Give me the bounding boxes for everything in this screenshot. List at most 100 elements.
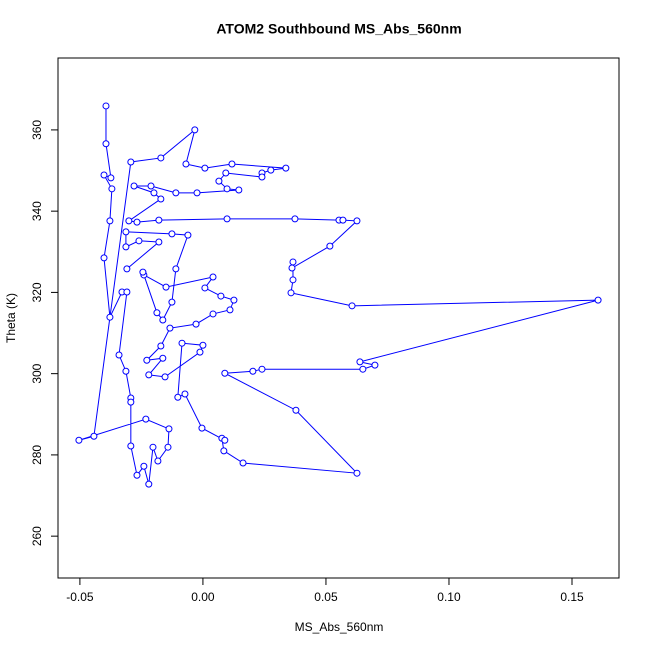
- y-tick-label: 260: [30, 526, 44, 546]
- data-point: [162, 283, 170, 291]
- data-point: [223, 185, 231, 193]
- data-point: [168, 298, 176, 306]
- data-point: [108, 185, 116, 193]
- data-point: [166, 324, 174, 332]
- data-point: [90, 432, 98, 440]
- data-point: [348, 302, 356, 310]
- data-point: [258, 365, 266, 373]
- x-tick-label: 0.00: [191, 590, 215, 604]
- data-point: [230, 296, 238, 304]
- data-point: [199, 341, 207, 349]
- data-point: [222, 169, 230, 177]
- data-point: [102, 102, 110, 110]
- x-tick-label: 0.15: [560, 590, 584, 604]
- data-point: [127, 442, 135, 450]
- y-tick-label: 280: [30, 445, 44, 465]
- data-point: [172, 189, 180, 197]
- chart-title: ATOM2 Southbound MS_Abs_560nm: [216, 21, 461, 37]
- y-tick-label: 300: [30, 363, 44, 383]
- data-point: [125, 217, 133, 225]
- data-point: [145, 480, 153, 488]
- y-tick-label: 320: [30, 282, 44, 302]
- data-point: [291, 215, 299, 223]
- data-point: [182, 160, 190, 168]
- data-point: [127, 398, 135, 406]
- data-point: [353, 217, 361, 225]
- data-point: [359, 365, 367, 373]
- x-tick-label: 0.05: [314, 590, 338, 604]
- data-point: [100, 254, 108, 262]
- data-point: [159, 316, 167, 324]
- data-point: [198, 424, 206, 432]
- data-point: [164, 443, 172, 451]
- data-point: [215, 177, 223, 185]
- data-point: [157, 195, 165, 203]
- data-point: [192, 320, 200, 328]
- data-point: [249, 367, 257, 375]
- data-point: [178, 339, 186, 347]
- data-point: [339, 216, 347, 224]
- data-point: [139, 268, 147, 276]
- data-point: [287, 289, 295, 297]
- data-point: [282, 164, 290, 172]
- data-point: [292, 406, 300, 414]
- data-point: [102, 140, 110, 148]
- data-point: [239, 459, 247, 467]
- y-tick-label: 340: [30, 201, 44, 221]
- data-point: [289, 276, 297, 284]
- data-point: [106, 313, 114, 321]
- data-point: [123, 265, 131, 273]
- data-point: [221, 436, 229, 444]
- x-axis-label: MS_Abs_560nm: [295, 620, 384, 634]
- data-point: [235, 186, 243, 194]
- data-point: [226, 306, 234, 314]
- x-tick-label: -0.05: [66, 590, 94, 604]
- data-point: [115, 351, 123, 359]
- data-point: [107, 174, 115, 182]
- data-point: [267, 166, 275, 174]
- data-point: [172, 265, 180, 273]
- data-point: [106, 217, 114, 225]
- data-point: [155, 238, 163, 246]
- data-point: [594, 296, 602, 304]
- data-point: [196, 348, 204, 356]
- data-point: [153, 309, 161, 317]
- data-point: [220, 447, 228, 455]
- data-point: [133, 471, 141, 479]
- data-point: [154, 457, 162, 465]
- data-point: [288, 264, 296, 272]
- data-point: [147, 182, 155, 190]
- data-point: [143, 356, 151, 364]
- data-point: [140, 462, 148, 470]
- data-point: [149, 443, 157, 451]
- data-point: [184, 231, 192, 239]
- data-point: [130, 182, 138, 190]
- data-point: [157, 342, 165, 350]
- data-point: [258, 173, 266, 181]
- data-point: [133, 218, 141, 226]
- data-point: [371, 361, 379, 369]
- data-point: [100, 171, 108, 179]
- data-point: [155, 216, 163, 224]
- data-point: [217, 292, 225, 300]
- y-axis-label: Theta (K): [4, 293, 18, 343]
- data-point: [174, 393, 182, 401]
- data-point: [122, 228, 130, 236]
- data-point: [209, 310, 217, 318]
- data-point: [161, 373, 169, 381]
- data-point: [221, 369, 229, 377]
- data-point: [201, 284, 209, 292]
- x-tick-label: 0.10: [437, 590, 461, 604]
- data-point: [157, 154, 165, 162]
- data-point: [201, 164, 209, 172]
- data-point: [191, 126, 199, 134]
- data-point: [135, 237, 143, 245]
- plot-frame: [57, 57, 620, 579]
- data-point: [122, 367, 130, 375]
- data-point: [165, 425, 173, 433]
- data-point: [356, 358, 364, 366]
- data-point: [353, 469, 361, 477]
- data-point: [193, 189, 201, 197]
- data-point: [228, 160, 236, 168]
